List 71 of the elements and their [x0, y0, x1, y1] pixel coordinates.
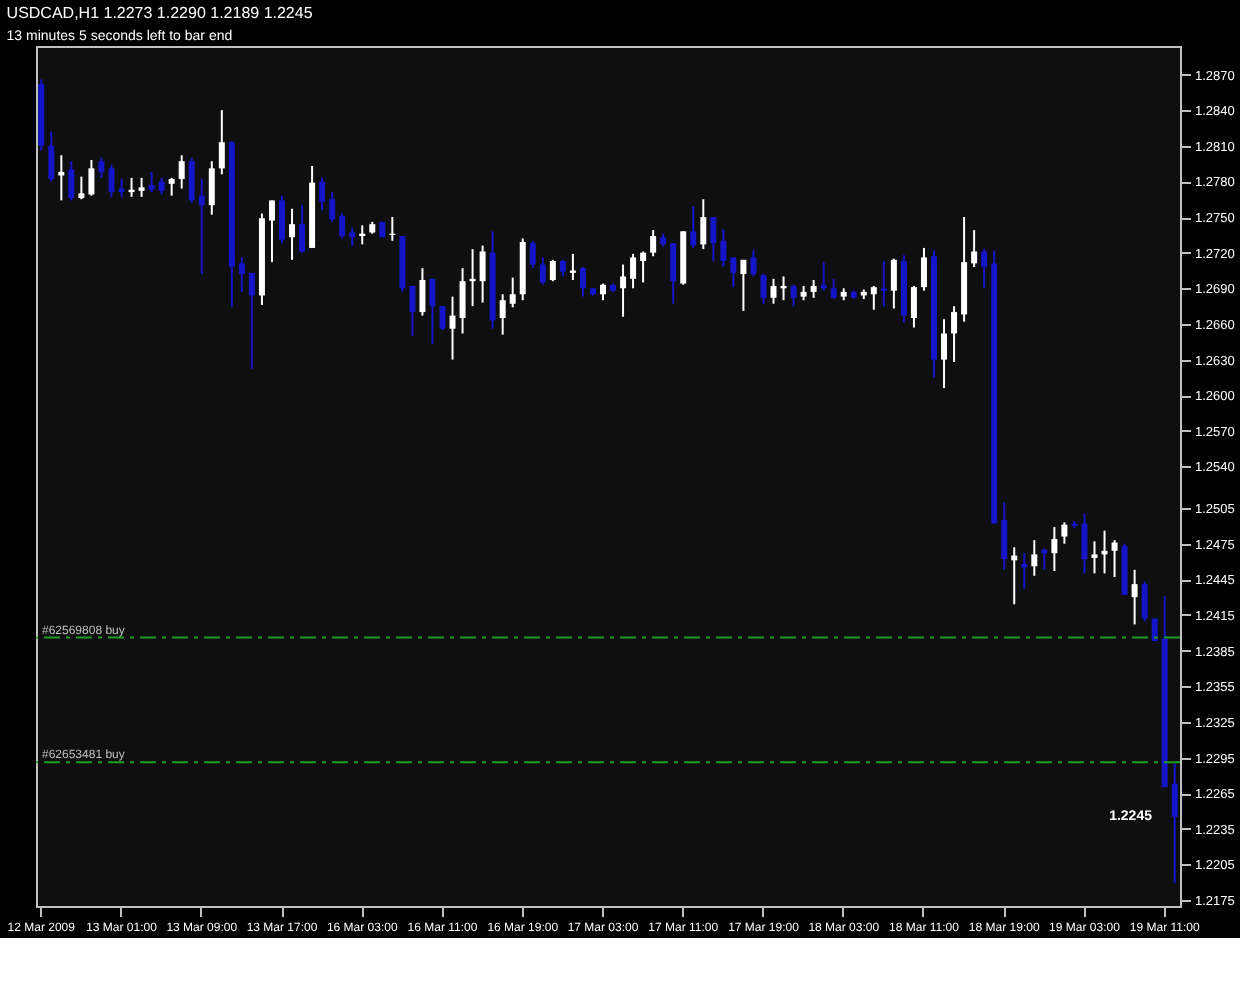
candlestick	[1081, 513, 1088, 575]
candlestick	[138, 176, 145, 198]
candlestick	[1031, 539, 1038, 577]
candlestick	[188, 156, 195, 204]
candlestick	[268, 199, 275, 264]
candlestick	[248, 271, 255, 371]
candlestick	[690, 205, 697, 249]
candlestick	[910, 284, 917, 329]
candlestick	[1051, 526, 1058, 573]
candlestick	[319, 176, 326, 211]
candlestick	[218, 109, 225, 176]
candlestick	[579, 265, 586, 298]
candlestick	[720, 227, 727, 268]
candlestick	[299, 204, 306, 254]
candlestick	[529, 239, 536, 270]
candlestick	[459, 267, 466, 335]
candlestick	[178, 154, 185, 190]
candlestick	[920, 246, 927, 292]
candlestick	[68, 160, 75, 202]
candlestick	[98, 156, 105, 179]
candlestick	[449, 295, 456, 361]
candlestick	[971, 229, 978, 268]
candlestick	[108, 163, 115, 198]
candlestick	[760, 273, 767, 305]
candlestick	[1061, 521, 1068, 545]
candlestick	[740, 258, 747, 312]
candlestick	[730, 256, 737, 289]
candlestick	[279, 194, 285, 245]
candlestick	[48, 130, 55, 183]
candlestick	[981, 248, 988, 290]
candlestick	[750, 249, 757, 278]
candlestick	[419, 267, 426, 317]
candlestick	[339, 212, 346, 240]
candlestick	[1001, 501, 1008, 571]
candlestick	[329, 191, 336, 223]
candlestick	[650, 229, 657, 258]
candlestick	[880, 260, 887, 308]
chart-title: USDCAD,H1 1.2273 1.2290 1.2189 1.2245	[6, 4, 314, 22]
candlestick	[289, 207, 296, 261]
candlestick	[1141, 580, 1148, 622]
candlestick	[700, 198, 707, 251]
candlestick	[870, 284, 877, 311]
candlestick	[790, 283, 797, 308]
candlestick	[710, 216, 717, 262]
candlestick	[1171, 762, 1178, 885]
candlestick	[429, 277, 436, 346]
candlestick	[479, 244, 486, 304]
candlestick	[941, 318, 948, 390]
candlestick	[890, 257, 897, 310]
candlestick	[409, 284, 416, 337]
candlestick	[1091, 540, 1098, 575]
candlestick	[238, 256, 245, 293]
candlestick	[509, 276, 516, 309]
candlestick	[88, 159, 95, 197]
candlestick	[951, 305, 958, 363]
candlestick	[499, 293, 506, 336]
candlestick	[1111, 539, 1118, 578]
candlestick	[549, 258, 556, 283]
candlestick	[630, 252, 637, 290]
candlestick	[439, 305, 446, 331]
candlestick	[770, 277, 777, 305]
candlestick	[1131, 568, 1138, 626]
candlestick	[539, 256, 546, 286]
candlestick	[148, 170, 155, 194]
candlestick	[208, 160, 215, 216]
candlestick	[198, 178, 205, 276]
candlestick	[620, 263, 627, 318]
candlestick	[670, 242, 677, 305]
candlestick	[830, 277, 837, 301]
candlestick	[78, 175, 85, 201]
candlestick	[640, 250, 647, 284]
